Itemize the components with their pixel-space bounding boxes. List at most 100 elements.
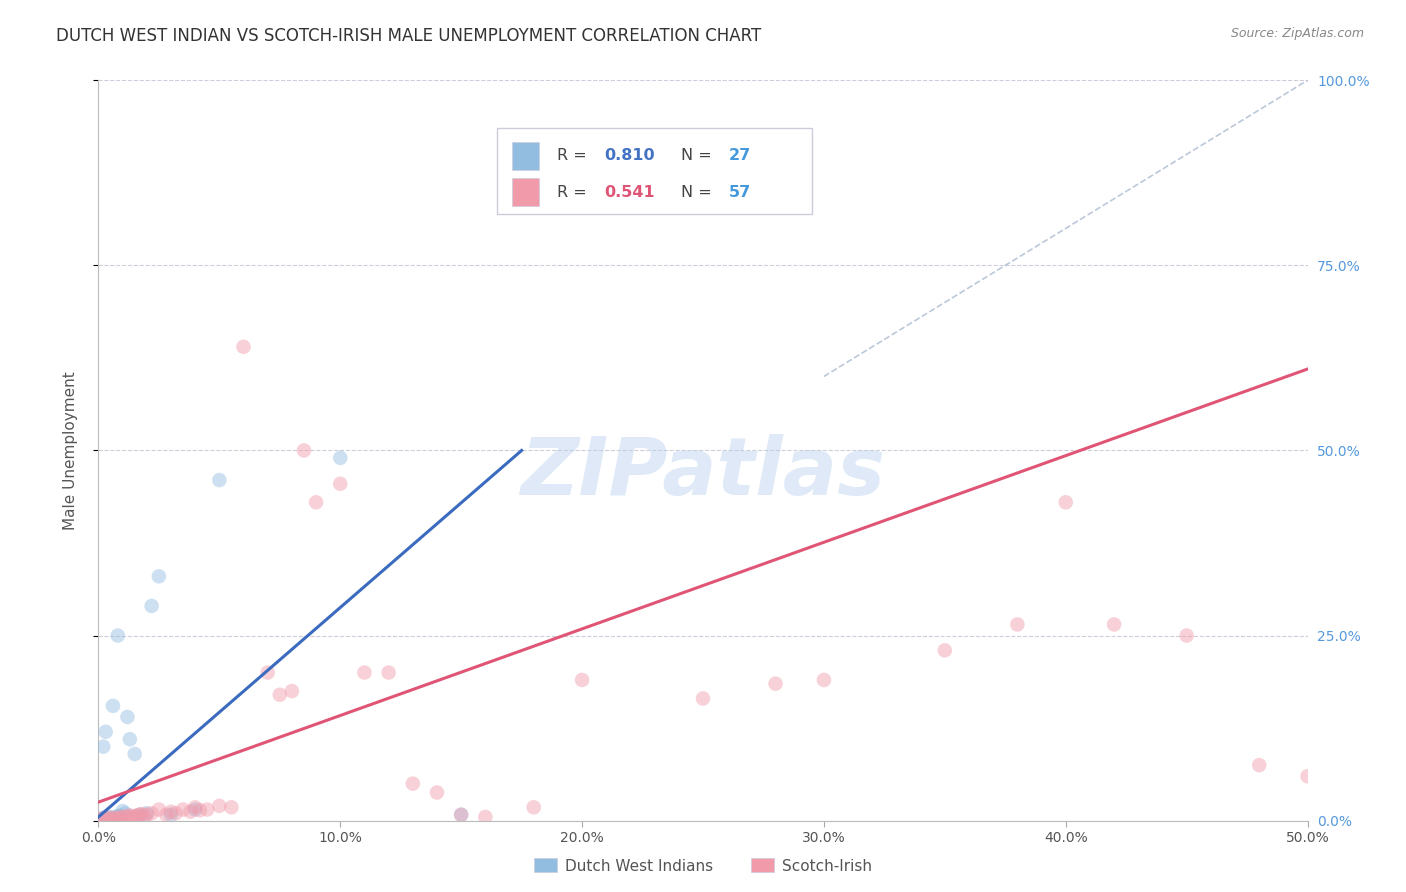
Point [91,812,114,826]
Point [1249,758,1271,772]
Text: N =: N = [682,148,717,163]
Point [256,665,278,680]
Legend: Dutch West Indians, Scotch-Irish: Dutch West Indians, Scotch-Irish [529,853,877,880]
Point [107,628,129,642]
Point [208,473,231,487]
Text: ZIPatlas: ZIPatlas [520,434,886,512]
Bar [512,142,538,169]
Point [232,340,254,354]
Point [100,811,122,825]
Point [269,688,291,702]
Bar [512,178,538,206]
Point [135,806,157,821]
Point [195,803,218,817]
FancyBboxPatch shape [498,128,811,213]
Point [208,798,231,813]
Point [813,673,835,687]
Point [104,812,127,826]
Point [148,803,170,817]
Point [94,724,117,739]
Point [90,812,112,826]
Point [134,809,156,823]
Point [1007,617,1029,632]
Point [97,812,120,826]
Point [188,803,211,817]
Point [101,812,124,826]
Point [1102,617,1125,632]
Point [117,809,139,823]
Point [450,807,472,822]
Point [329,476,352,491]
Text: DUTCH WEST INDIAN VS SCOTCH-IRISH MALE UNEMPLOYMENT CORRELATION CHART: DUTCH WEST INDIAN VS SCOTCH-IRISH MALE U… [56,27,762,45]
Point [165,806,187,821]
Point [221,800,243,814]
Point [91,811,114,825]
Point [101,812,124,826]
Point [94,812,117,826]
Point [426,785,449,799]
Text: 57: 57 [728,185,751,200]
Point [104,810,127,824]
Point [934,643,956,657]
Point [523,800,546,814]
Point [184,800,207,814]
Point [108,810,131,824]
Point [107,812,129,826]
Point [172,803,194,817]
Point [90,812,112,826]
Point [329,450,352,465]
Point [571,673,593,687]
Point [135,807,157,822]
Point [141,599,163,613]
Point [114,810,136,824]
Point [148,569,170,583]
Point [114,806,136,821]
Point [292,443,315,458]
Point [1175,628,1198,642]
Point [118,732,141,747]
Text: Source: ZipAtlas.com: Source: ZipAtlas.com [1230,27,1364,40]
Point [127,808,149,822]
Text: 0.810: 0.810 [603,148,654,163]
Point [97,810,120,824]
Point [107,809,129,823]
Point [353,665,375,680]
Text: N =: N = [682,185,717,200]
Point [124,747,146,761]
Point [128,807,150,822]
Point [117,710,139,724]
Point [692,691,714,706]
Point [111,811,134,825]
Point [281,684,304,698]
Point [94,812,117,826]
Point [160,805,183,819]
Point [184,803,207,817]
Point [305,495,328,509]
Point [128,807,150,822]
Point [377,665,399,680]
Point [111,804,134,818]
Point [402,776,425,791]
Point [131,807,153,822]
Point [91,739,114,754]
Point [124,809,146,823]
Point [474,810,496,824]
Point [121,810,143,824]
Point [141,806,163,821]
Point [100,811,122,825]
Text: R =: R = [557,148,592,163]
Point [765,676,787,690]
Text: 27: 27 [728,148,751,163]
Point [1296,769,1319,783]
Point [179,805,201,819]
Point [108,808,131,822]
Point [118,808,141,822]
Text: 0.541: 0.541 [603,185,654,200]
Point [160,807,183,822]
Point [1054,495,1077,509]
Point [450,807,472,822]
Point [155,807,177,822]
Point [101,698,124,713]
Text: R =: R = [557,185,592,200]
Y-axis label: Male Unemployment: Male Unemployment [63,371,77,530]
